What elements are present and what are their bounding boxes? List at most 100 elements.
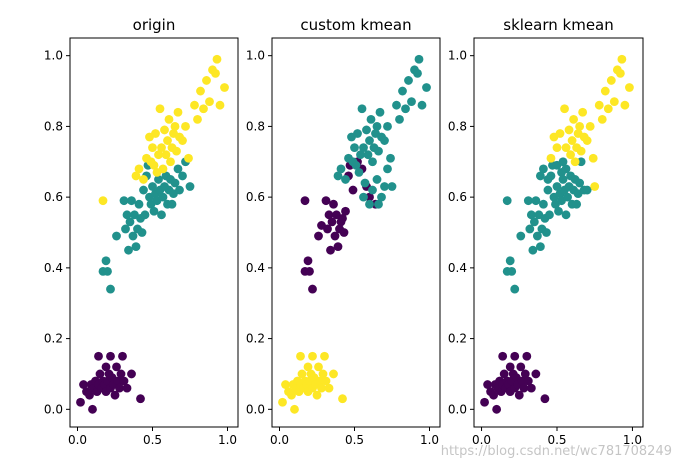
data-point-class0 [122,383,132,393]
data-point-class1 [505,256,515,266]
data-point-class0 [308,284,317,294]
data-point-class1 [158,192,168,202]
data-point-class2 [196,86,205,96]
data-point-class1 [149,206,159,216]
data-point-class1 [173,164,183,174]
x-tick-label: 0.5 [143,433,162,447]
data-point-class2 [324,383,334,393]
data-point-class2 [190,100,199,110]
data-point-class1 [383,122,392,131]
data-point-class2 [312,390,322,400]
data-point-class0 [499,369,509,379]
y-tick-label: 0.4 [246,261,265,275]
data-point-class2 [320,351,329,361]
data-point-class2 [98,196,108,206]
y-tick-label: 1.0 [44,49,63,63]
data-point-class2 [338,394,347,404]
data-point-class1 [365,136,374,145]
data-point-class0 [341,206,350,216]
data-point-class1 [185,182,195,191]
data-point-class1 [122,210,132,220]
axes-frame [69,37,239,428]
y-tick-label: 0.6 [448,190,467,204]
data-point-class2 [597,114,607,124]
data-point-class1 [380,182,389,191]
y-tick-label: 0.8 [44,119,63,133]
data-point-class0 [118,351,127,361]
data-point-class0 [79,380,88,389]
data-point-class2 [314,362,323,372]
data-point-class2 [164,114,174,124]
data-point-class0 [101,362,111,372]
data-point-class0 [480,397,489,407]
data-point-class0 [523,376,533,386]
data-point-class2 [317,383,326,393]
data-point-class1 [422,83,431,92]
data-point-class0 [483,380,492,389]
data-point-class2 [278,397,287,407]
y-tick-label: 0.0 [44,402,63,416]
data-point-class2 [205,97,214,107]
data-point-class2 [585,122,595,131]
data-point-class0 [321,196,331,206]
data-point-class1 [360,178,370,188]
data-point-class2 [157,143,166,153]
data-point-class1 [368,157,377,167]
data-point-class1 [121,224,130,234]
data-point-class1 [170,178,180,188]
y-tick-label: 0.8 [448,119,467,133]
data-point-class2 [134,164,144,174]
data-point-class1 [356,150,365,160]
data-point-class2 [617,54,627,64]
data-point-class1 [134,199,144,209]
data-point-class1 [351,160,361,170]
data-point-class1 [552,182,562,191]
data-point-class0 [323,224,332,234]
data-point-class1 [528,245,538,255]
data-point-class1 [341,175,350,184]
data-point-class1 [554,206,563,216]
data-point-class2 [578,107,588,117]
data-point-class1 [336,164,346,174]
subplot-1: origin 0.0 0.5 1.0 0.0 0.2 0.4 0.6 0.8 1.0 [44,16,239,447]
data-point-class1 [365,199,374,209]
data-point-class1 [404,76,413,85]
data-point-class1 [372,122,382,131]
data-point-class1 [377,192,386,202]
data-point-class1 [510,284,520,294]
data-point-class2 [158,164,168,174]
data-point-class1 [532,231,542,241]
data-point-class1 [395,114,404,124]
data-point-class0 [76,397,85,407]
data-point-class0 [94,351,103,361]
data-point-class0 [348,185,358,195]
data-point-class2 [575,122,585,131]
data-point-class2 [552,143,562,153]
data-point-class2 [149,160,159,170]
data-point-class1 [148,182,157,191]
data-point-class2 [561,143,571,153]
data-point-class1 [558,157,568,167]
data-point-class1 [529,217,539,227]
data-point-class2 [154,150,163,160]
data-point-class2 [202,76,211,85]
data-point-class1 [413,68,422,78]
y-tick-label: 0.8 [246,119,265,133]
data-point-class2 [546,153,556,163]
data-point-class1 [525,224,535,234]
data-point-class2 [615,68,625,78]
y-tick-label: 0.4 [44,261,63,275]
data-point-class1 [539,164,548,174]
data-point-class1 [362,125,371,135]
data-point-class2 [131,171,141,181]
data-point-class2 [199,104,208,114]
chart-title: sklearn kmean [503,16,614,34]
data-point-class2 [625,83,634,92]
data-point-class0 [326,245,335,255]
data-point-class2 [318,369,328,379]
data-point-class0 [324,210,334,220]
data-point-class1 [526,210,536,220]
data-point-class2 [297,369,307,379]
data-point-class1 [157,210,166,220]
